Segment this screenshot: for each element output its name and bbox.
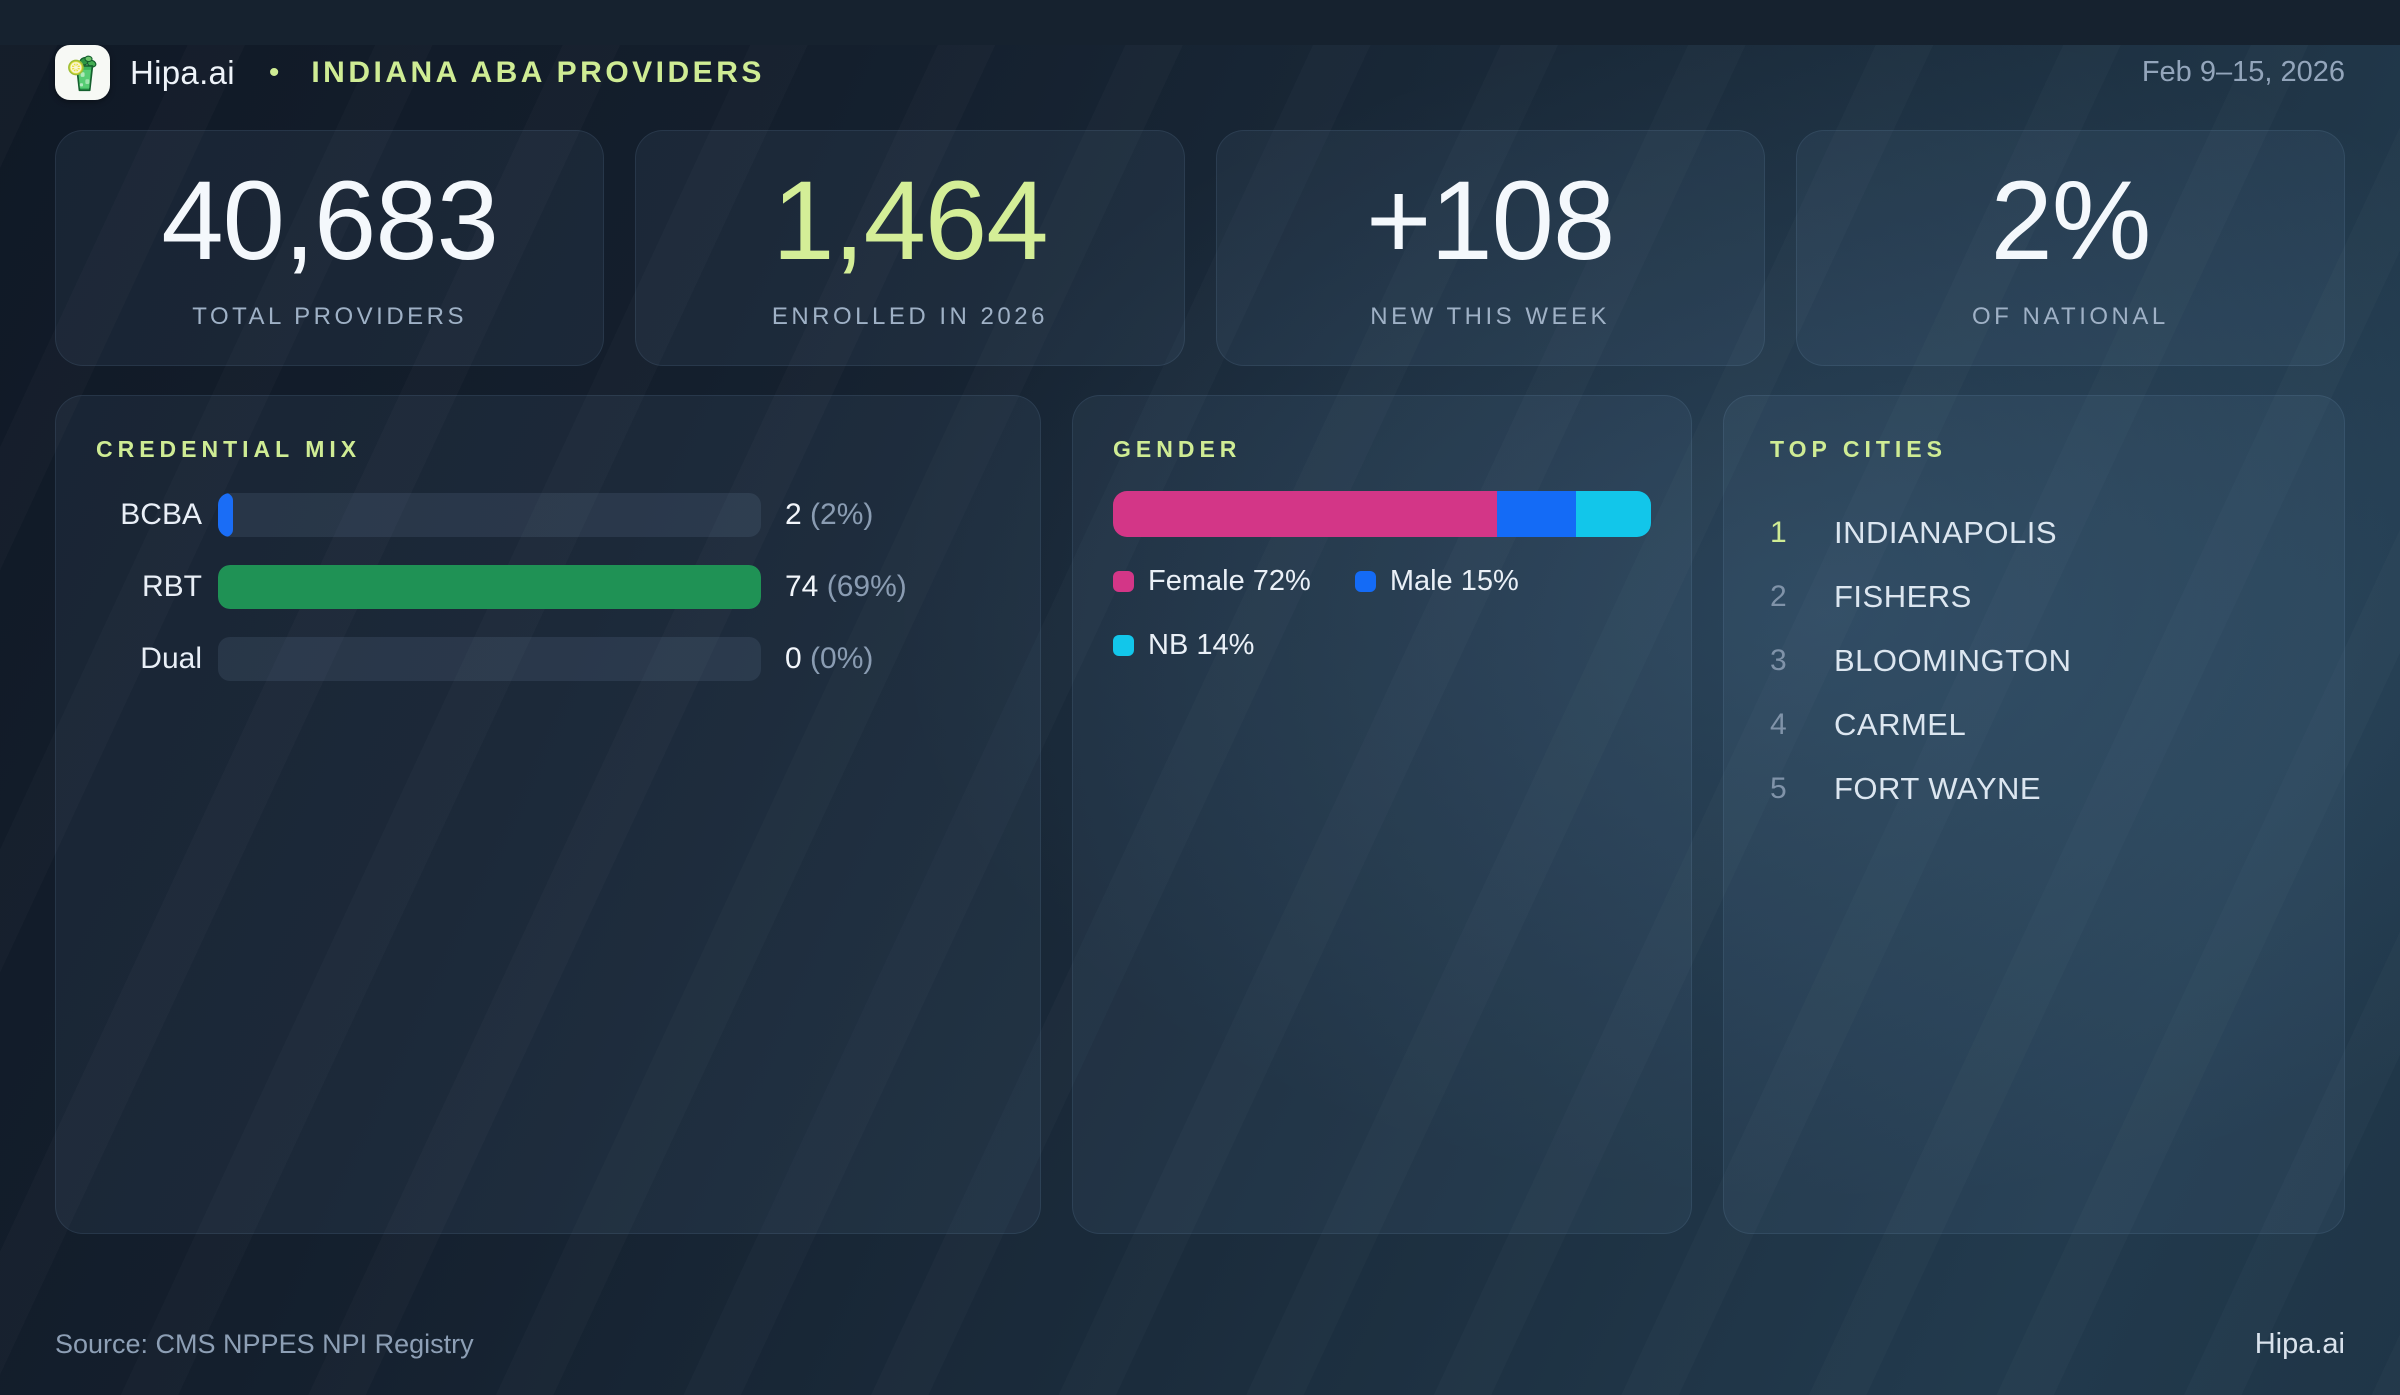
credential-mix-title: CREDENTIAL MIX	[96, 436, 362, 462]
credential-label: Dual	[140, 642, 202, 675]
stat-label: ENROLLED IN 2026	[771, 303, 1048, 330]
stat-label: TOTAL PROVIDERS	[192, 303, 468, 330]
top-cities-title: TOP CITIES	[1770, 436, 1947, 462]
stat-card-new-this-week: +108 NEW THIS WEEK	[1215, 130, 1765, 366]
bar-fill-rbt	[218, 565, 761, 609]
top-cities-panel: TOP CITIES 1 INDIANAPOLIS 2 FISHERS 3 BL…	[1723, 395, 2345, 1234]
credential-mix-chart: BCBA 2 (2%) RBT 74 (69%) Dual	[96, 493, 1000, 681]
credential-row-bcba: BCBA 2 (2%)	[96, 493, 1000, 537]
stat-value: 40,683	[161, 158, 499, 283]
stats-row: 40,683 TOTAL PROVIDERS 1,464 ENROLLED IN…	[55, 130, 2345, 366]
legend-row: Female 72% Male 15%	[1113, 561, 1651, 601]
credential-row-dual: Dual 0 (0%)	[96, 637, 1000, 681]
credential-label: RBT	[142, 570, 202, 603]
bar-track	[218, 637, 761, 681]
page-title: INDIANA ABA PROVIDERS	[311, 55, 765, 89]
city-rank: 1	[1770, 516, 1787, 549]
legend-label: Female 72%	[1148, 564, 1311, 597]
bar-track	[218, 565, 761, 609]
footer-brand: Hipa.ai	[2254, 1328, 2345, 1360]
legend-label: NB 14%	[1148, 628, 1255, 661]
stat-value: +108	[1365, 158, 1615, 283]
separator-dot-icon: •	[268, 55, 280, 89]
credential-value: 2 (2%)	[785, 498, 874, 531]
gender-segment-female	[1113, 491, 1497, 537]
dashboard-page: Hipa.ai • INDIANA ABA PROVIDERS Feb 9–15…	[0, 45, 2400, 1395]
stat-card-of-national: 2% OF NATIONAL	[1795, 130, 2345, 366]
header: Hipa.ai • INDIANA ABA PROVIDERS Feb 9–15…	[55, 45, 2345, 100]
city-name: FISHERS	[1834, 579, 1972, 614]
bar-track	[218, 493, 761, 537]
city-rank: 3	[1770, 644, 1787, 677]
bar-fill-bcba	[218, 493, 234, 537]
city-rank: 2	[1770, 580, 1787, 613]
legend-item-nb: NB 14%	[1113, 629, 1254, 662]
city-name: BLOOMINGTON	[1834, 643, 2072, 678]
city-rank: 5	[1770, 772, 1787, 805]
legend-label: Male 15%	[1389, 564, 1519, 597]
gender-legend: Female 72% Male 15% NB 14%	[1113, 561, 1651, 665]
data-source: Source: CMS NPPES NPI Registry	[55, 1329, 474, 1359]
legend-item-female: Female 72%	[1113, 565, 1311, 598]
hipa-logo	[55, 45, 110, 100]
city-name: INDIANAPOLIS	[1834, 515, 2058, 550]
gender-stacked-bar	[1113, 491, 1651, 537]
credential-mix-panel: CREDENTIAL MIX BCBA 2 (2%) RBT 74 (69%)	[55, 395, 1041, 1234]
credential-value: 0 (0%)	[785, 642, 874, 675]
cities-list: 1 INDIANAPOLIS 2 FISHERS 3 BLOOMINGTON 4…	[1770, 501, 2304, 821]
male-swatch-icon	[1354, 570, 1376, 592]
stat-value: 1,464	[772, 158, 1048, 283]
legend-item-male: Male 15%	[1354, 564, 1519, 598]
city-name: FORT WAYNE	[1834, 771, 2042, 806]
nb-swatch-icon	[1113, 634, 1134, 656]
city-name: CARMEL	[1834, 707, 1967, 742]
stat-label: OF NATIONAL	[1972, 303, 2169, 330]
city-row-4: 4 CARMEL	[1770, 693, 2304, 757]
footer: Source: CMS NPPES NPI Registry Hipa.ai	[55, 1328, 2345, 1361]
gender-panel: GENDER Female 72% Male 15%	[1072, 395, 1692, 1234]
credential-label: BCBA	[120, 498, 202, 531]
city-rank: 4	[1770, 708, 1787, 741]
credential-row-rbt: RBT 74 (69%)	[96, 565, 1000, 609]
city-row-3: 3 BLOOMINGTON	[1770, 629, 2304, 693]
credential-value: 74 (69%)	[785, 570, 907, 603]
stat-card-total-providers: 40,683 TOTAL PROVIDERS	[55, 130, 605, 366]
stat-card-enrolled: 1,464 ENROLLED IN 2026	[635, 130, 1185, 366]
stat-value: 2%	[1990, 158, 2151, 283]
city-row-1: 1 INDIANAPOLIS	[1770, 501, 2304, 565]
legend-row: NB 14%	[1113, 625, 1651, 665]
brand-group: Hipa.ai • INDIANA ABA PROVIDERS	[55, 45, 765, 100]
mojito-glass-icon	[67, 55, 96, 91]
panels-row: CREDENTIAL MIX BCBA 2 (2%) RBT 74 (69%)	[55, 395, 2345, 1234]
city-row-2: 2 FISHERS	[1770, 565, 2304, 629]
brand-name: Hipa.ai	[130, 53, 235, 91]
female-swatch-icon	[1113, 570, 1134, 592]
gender-segment-male	[1496, 491, 1577, 537]
city-row-5: 5 FORT WAYNE	[1770, 757, 2304, 821]
date-range: Feb 9–15, 2026	[2141, 56, 2345, 88]
gender-title: GENDER	[1113, 436, 1242, 462]
stat-label: NEW THIS WEEK	[1370, 303, 1610, 330]
gender-segment-nb	[1576, 491, 1651, 537]
